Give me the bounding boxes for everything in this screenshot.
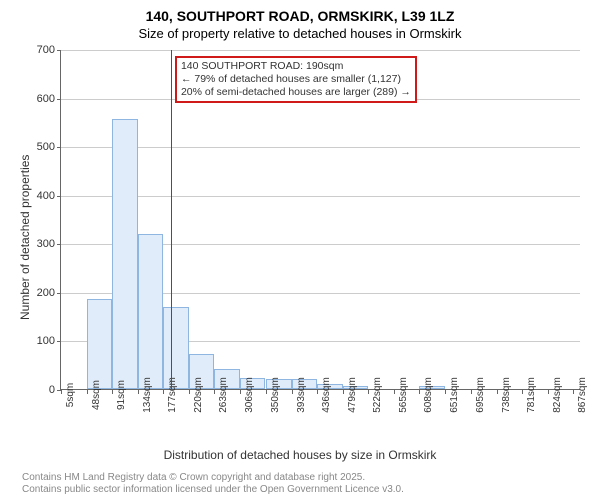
histogram-bar <box>112 119 138 389</box>
x-tick-mark <box>138 390 139 394</box>
x-tick-mark <box>240 390 241 394</box>
y-tick-label: 100 <box>25 335 55 347</box>
x-tick-label: 695sqm <box>475 377 486 413</box>
footer-text: Contains HM Land Registry data © Crown c… <box>22 472 404 496</box>
x-tick-mark <box>394 390 395 394</box>
y-tick-mark <box>57 50 61 51</box>
x-tick-mark <box>368 390 369 394</box>
y-tick-mark <box>57 341 61 342</box>
x-tick-label: 350sqm <box>270 377 281 413</box>
x-tick-mark <box>112 390 113 394</box>
x-tick-label: 5sqm <box>65 383 76 407</box>
histogram-bar <box>87 299 113 389</box>
x-tick-label: 867sqm <box>577 377 588 413</box>
x-tick-label: 91sqm <box>116 380 127 410</box>
y-tick-label: 600 <box>25 93 55 105</box>
marker-line <box>171 50 172 389</box>
x-tick-mark <box>61 390 62 394</box>
chart-subtitle: Size of property relative to detached ho… <box>0 26 600 41</box>
y-tick-mark <box>57 147 61 148</box>
x-tick-mark <box>87 390 88 394</box>
x-tick-label: 565sqm <box>398 377 409 413</box>
x-tick-label: 306sqm <box>244 377 255 413</box>
y-tick-mark <box>57 293 61 294</box>
x-tick-label: 263sqm <box>218 377 229 413</box>
chart-title: 140, SOUTHPORT ROAD, ORMSKIRK, L39 1LZ <box>0 8 600 24</box>
y-tick-label: 500 <box>25 141 55 153</box>
x-tick-label: 522sqm <box>372 377 383 413</box>
x-tick-mark <box>266 390 267 394</box>
y-tick-label: 0 <box>25 384 55 396</box>
x-tick-mark <box>292 390 293 394</box>
x-tick-label: 48sqm <box>91 380 102 410</box>
y-tick-mark <box>57 99 61 100</box>
x-tick-label: 436sqm <box>321 377 332 413</box>
x-tick-mark <box>419 390 420 394</box>
x-tick-label: 479sqm <box>347 377 358 413</box>
x-tick-label: 781sqm <box>526 377 537 413</box>
x-tick-mark <box>163 390 164 394</box>
x-tick-label: 177sqm <box>167 377 178 413</box>
x-tick-label: 393sqm <box>296 377 307 413</box>
annotation-box: 140 SOUTHPORT ROAD: 190sqm ← 79% of deta… <box>175 56 417 103</box>
y-tick-mark <box>57 244 61 245</box>
x-tick-mark <box>522 390 523 394</box>
y-tick-label: 200 <box>25 287 55 299</box>
x-tick-mark <box>317 390 318 394</box>
x-tick-label: 824sqm <box>552 377 563 413</box>
x-tick-mark <box>548 390 549 394</box>
x-tick-label: 651sqm <box>449 377 460 413</box>
x-tick-label: 134sqm <box>142 377 153 413</box>
y-gridline <box>61 50 580 51</box>
x-tick-mark <box>189 390 190 394</box>
y-tick-label: 400 <box>25 190 55 202</box>
y-tick-mark <box>57 196 61 197</box>
footer-line-2: Contains public sector information licen… <box>22 484 404 496</box>
plot-area: 01002003004005006007005sqm48sqm91sqm134s… <box>60 50 580 390</box>
x-tick-mark <box>573 390 574 394</box>
x-axis-title: Distribution of detached houses by size … <box>0 448 600 462</box>
x-tick-label: 220sqm <box>193 377 204 413</box>
x-tick-label: 608sqm <box>423 377 434 413</box>
x-tick-mark <box>214 390 215 394</box>
footer-line-1: Contains HM Land Registry data © Crown c… <box>22 472 404 484</box>
x-tick-label: 738sqm <box>501 377 512 413</box>
y-tick-label: 700 <box>25 44 55 56</box>
histogram-bar <box>138 234 164 389</box>
chart: 01002003004005006007005sqm48sqm91sqm134s… <box>60 50 580 420</box>
y-gridline <box>61 147 580 148</box>
title-block: 140, SOUTHPORT ROAD, ORMSKIRK, L39 1LZ S… <box>0 0 600 41</box>
x-tick-mark <box>471 390 472 394</box>
y-tick-label: 300 <box>25 238 55 250</box>
x-tick-mark <box>497 390 498 394</box>
x-tick-mark <box>343 390 344 394</box>
x-tick-mark <box>445 390 446 394</box>
y-gridline <box>61 196 580 197</box>
